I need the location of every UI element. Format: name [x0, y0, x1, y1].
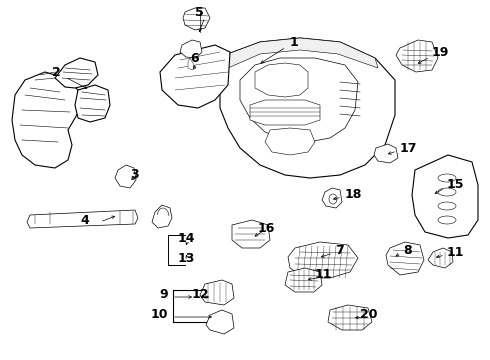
Polygon shape	[374, 144, 398, 163]
Polygon shape	[240, 58, 358, 142]
Text: 2: 2	[52, 66, 61, 78]
Polygon shape	[265, 128, 315, 155]
Polygon shape	[206, 310, 234, 334]
Polygon shape	[188, 58, 196, 70]
Polygon shape	[152, 205, 172, 228]
Text: 11: 11	[315, 269, 333, 282]
Text: 10: 10	[150, 309, 168, 321]
Polygon shape	[328, 305, 372, 330]
Polygon shape	[428, 248, 453, 268]
Polygon shape	[183, 8, 210, 30]
Text: 6: 6	[190, 51, 198, 64]
Polygon shape	[220, 38, 395, 178]
Polygon shape	[386, 242, 424, 275]
Text: 9: 9	[159, 288, 168, 302]
Polygon shape	[180, 40, 202, 58]
Polygon shape	[12, 72, 82, 168]
Polygon shape	[288, 242, 358, 278]
Polygon shape	[225, 38, 378, 68]
Polygon shape	[255, 63, 308, 97]
Text: 18: 18	[345, 189, 363, 202]
Text: 16: 16	[258, 221, 275, 234]
Text: 15: 15	[447, 179, 465, 192]
Polygon shape	[250, 100, 320, 125]
Text: 1: 1	[290, 36, 299, 49]
Text: 5: 5	[195, 5, 204, 18]
Text: 14: 14	[178, 231, 196, 244]
Text: 3: 3	[130, 168, 139, 181]
Text: 8: 8	[403, 243, 412, 256]
Polygon shape	[396, 40, 438, 72]
Polygon shape	[55, 58, 98, 88]
Polygon shape	[75, 85, 110, 122]
Text: 13: 13	[178, 252, 196, 265]
Polygon shape	[27, 210, 138, 228]
Text: 4: 4	[80, 213, 89, 226]
Polygon shape	[232, 220, 270, 248]
Text: 12: 12	[192, 288, 210, 302]
Text: 11: 11	[447, 246, 465, 258]
Polygon shape	[322, 188, 342, 208]
Polygon shape	[285, 268, 322, 292]
Text: 20: 20	[360, 309, 377, 321]
Text: 19: 19	[432, 45, 449, 58]
Polygon shape	[115, 165, 136, 188]
Polygon shape	[200, 280, 234, 305]
Text: 17: 17	[400, 141, 417, 154]
Text: 7: 7	[335, 243, 344, 256]
Polygon shape	[412, 155, 478, 238]
Polygon shape	[160, 45, 230, 108]
